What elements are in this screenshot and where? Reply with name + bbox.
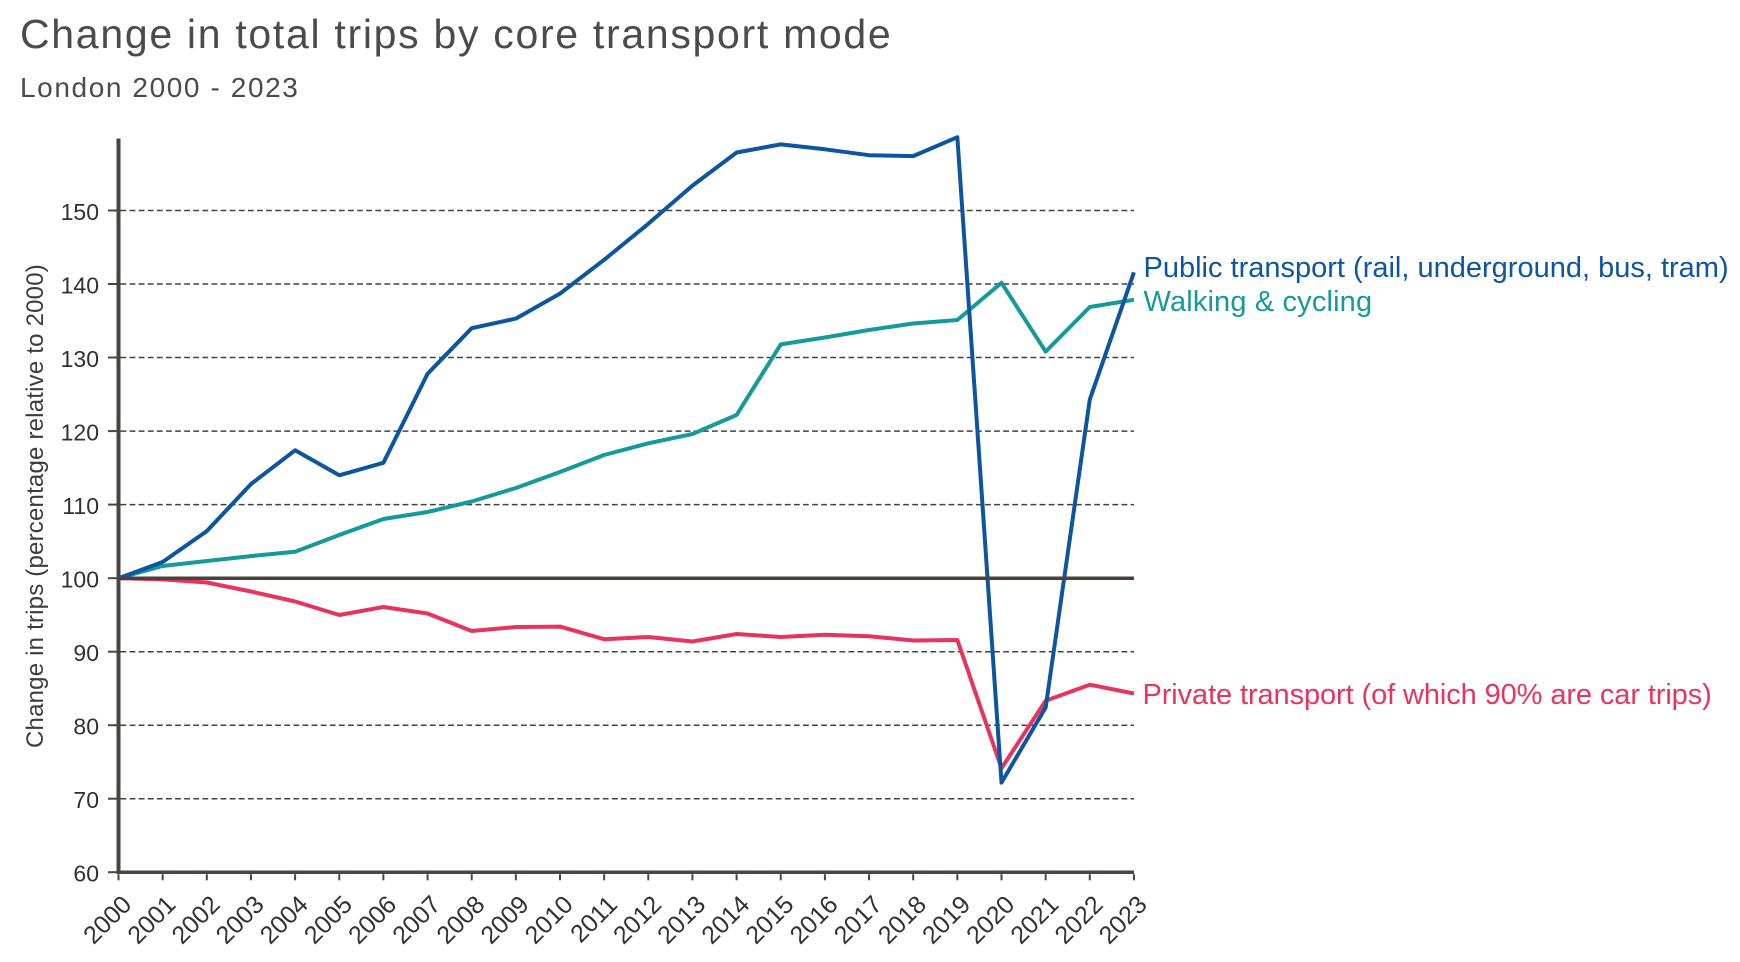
svg-text:130: 130 xyxy=(61,346,99,372)
svg-text:Walking & cycling: Walking & cycling xyxy=(1144,286,1373,318)
svg-text:London 2000 - 2023: London 2000 - 2023 xyxy=(20,72,299,103)
svg-text:150: 150 xyxy=(61,199,99,225)
svg-text:Change in trips (percentage re: Change in trips (percentage relative to … xyxy=(22,264,49,748)
svg-text:Change in total trips by core: Change in total trips by core transport … xyxy=(20,11,892,57)
svg-text:Public transport (rail, underg: Public transport (rail, underground, bus… xyxy=(1144,252,1729,284)
svg-text:90: 90 xyxy=(73,640,99,666)
svg-text:110: 110 xyxy=(62,493,99,519)
svg-text:80: 80 xyxy=(73,714,99,740)
svg-text:120: 120 xyxy=(61,419,99,445)
svg-text:140: 140 xyxy=(61,272,99,298)
svg-text:100: 100 xyxy=(61,567,99,593)
svg-text:70: 70 xyxy=(73,787,99,813)
svg-text:60: 60 xyxy=(73,861,99,887)
svg-text:Private transport (of which 90: Private transport (of which 90% are car … xyxy=(1143,679,1712,711)
